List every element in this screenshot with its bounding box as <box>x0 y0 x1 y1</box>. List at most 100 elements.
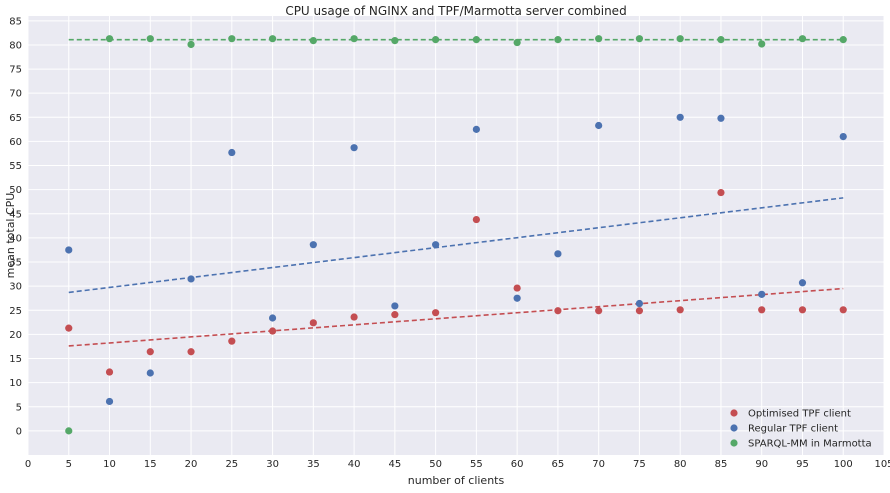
legend-marker <box>730 409 738 417</box>
y-tick-label: 10 <box>9 378 22 389</box>
data-point <box>595 307 603 315</box>
data-point <box>350 313 358 321</box>
trend-line <box>68 197 844 294</box>
x-tick-label: 25 <box>225 459 238 470</box>
data-point <box>146 369 154 377</box>
data-point <box>65 427 73 435</box>
data-point <box>105 397 114 406</box>
x-tick-label: 70 <box>592 459 605 470</box>
data-point <box>839 133 847 141</box>
data-point <box>717 36 725 44</box>
data-point <box>554 36 562 44</box>
y-tick-label: 75 <box>9 65 22 76</box>
x-tick-label: 45 <box>388 459 401 470</box>
x-tick-label: 65 <box>552 459 565 470</box>
data-point <box>350 144 358 152</box>
x-tick-label: 0 <box>25 459 31 470</box>
data-point <box>146 348 154 356</box>
data-point <box>839 36 847 44</box>
y-tick-label: 65 <box>9 113 22 124</box>
data-point <box>676 35 684 43</box>
trend-lines <box>68 38 844 347</box>
x-tick-label: 15 <box>144 459 157 470</box>
x-tick-label: 100 <box>834 459 853 470</box>
x-tick-label: 35 <box>307 459 320 470</box>
data-points <box>65 35 847 435</box>
data-point <box>309 319 317 327</box>
data-point <box>187 348 195 356</box>
data-point <box>105 35 114 43</box>
y-tick-label: 80 <box>9 40 22 51</box>
data-point <box>635 35 644 43</box>
y-tick-label: 60 <box>9 137 22 148</box>
x-tick-label: 80 <box>674 459 687 470</box>
data-point <box>268 314 277 322</box>
data-point <box>798 35 807 43</box>
data-point <box>676 306 684 314</box>
data-point <box>513 294 521 302</box>
legend: Optimised TPF client Regular TPF client SP… <box>730 409 872 450</box>
y-tick-label: 85 <box>9 16 22 27</box>
data-point <box>432 36 440 44</box>
data-point <box>635 307 644 315</box>
y-tick-label: 55 <box>9 161 22 172</box>
grid <box>27 16 885 455</box>
data-point <box>391 311 399 319</box>
x-axis-label: number of clients <box>408 474 505 487</box>
data-point <box>472 125 480 133</box>
data-point <box>105 368 114 376</box>
x-tick-label: 90 <box>755 459 768 470</box>
data-point <box>758 40 766 48</box>
data-point <box>146 35 154 43</box>
x-tick-label: 105 <box>874 459 890 470</box>
data-point <box>472 36 480 44</box>
data-point <box>432 241 440 249</box>
plot-area <box>28 16 884 455</box>
legend-label: Optimised TPF client <box>748 409 851 420</box>
trend-line <box>68 287 844 347</box>
chart-title: CPU usage of NGINX and TPF/Marmotta serv… <box>285 4 626 18</box>
legend-label: Regular TPF client <box>748 424 838 435</box>
data-point <box>717 114 725 122</box>
x-tick-label: 75 <box>633 459 646 470</box>
data-point <box>228 337 236 345</box>
data-point <box>554 250 562 258</box>
y-tick-label: 15 <box>9 354 22 365</box>
x-tick-label: 55 <box>470 459 483 470</box>
data-point <box>309 37 317 45</box>
data-point <box>472 215 480 224</box>
data-point <box>717 188 725 197</box>
data-point <box>554 307 562 315</box>
y-tick-label: 20 <box>9 330 22 341</box>
x-tick-label: 20 <box>185 459 198 470</box>
legend-marker <box>730 424 738 432</box>
y-tick-label: 50 <box>9 185 22 196</box>
data-point <box>635 299 644 308</box>
x-tick-label: 40 <box>348 459 361 470</box>
data-point <box>758 290 766 298</box>
data-point <box>268 327 277 335</box>
y-tick-label: 35 <box>9 258 22 269</box>
y-tick-label: 70 <box>9 89 22 100</box>
x-tick-label: 5 <box>66 459 72 470</box>
data-point <box>187 275 195 283</box>
data-point <box>65 246 73 254</box>
data-point <box>798 306 807 314</box>
data-point <box>676 113 684 121</box>
data-point <box>350 35 358 43</box>
data-point <box>798 279 807 287</box>
data-point <box>513 284 521 292</box>
y-tick-label: 25 <box>9 306 22 317</box>
data-point <box>228 35 236 43</box>
y-tick-label: 45 <box>9 209 22 220</box>
x-tick-label: 95 <box>796 459 809 470</box>
y-tick-label: 0 <box>16 426 22 437</box>
data-point <box>309 241 317 249</box>
y-tick-label: 40 <box>9 233 22 244</box>
data-point <box>268 35 277 43</box>
legend-label: SPARQL-MM in Marmotta <box>748 439 872 450</box>
data-point <box>839 306 847 314</box>
data-point <box>228 148 236 157</box>
data-point <box>187 40 195 49</box>
